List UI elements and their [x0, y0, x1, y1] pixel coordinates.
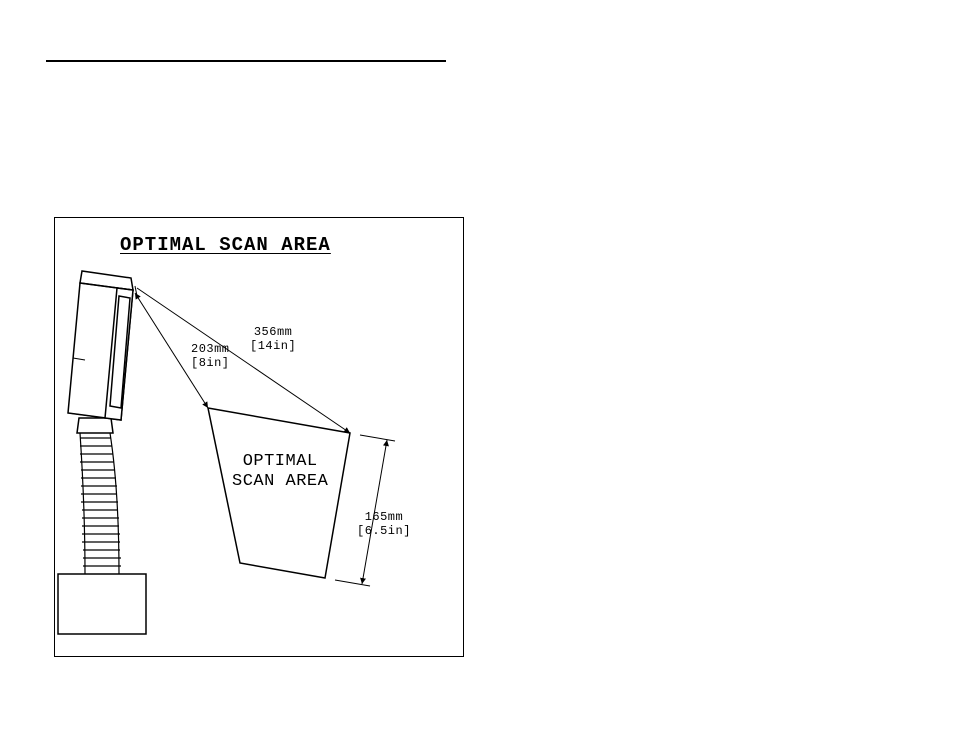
scanner-head [68, 271, 133, 433]
page-root: OPTIMAL SCAN AREA 356mm [14in] 203mm [8i… [0, 0, 954, 738]
diagram-svg [55, 218, 465, 658]
gooseneck [80, 433, 121, 574]
header-rule [46, 60, 446, 62]
base-block [58, 574, 146, 634]
figure-frame: OPTIMAL SCAN AREA 356mm [14in] 203mm [8i… [54, 217, 464, 657]
scan-area-quad [208, 408, 350, 578]
extension-lines [135, 286, 395, 586]
